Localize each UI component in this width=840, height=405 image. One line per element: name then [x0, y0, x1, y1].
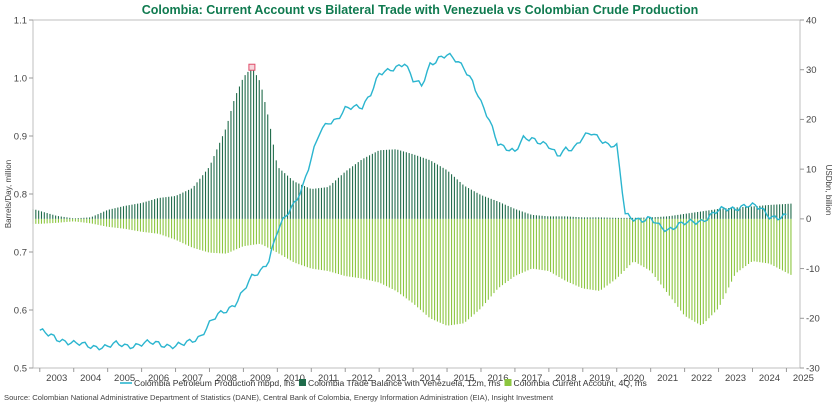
legend-swatch-box	[504, 379, 512, 386]
x-tick-label: 2022	[691, 373, 712, 384]
right-tick-label: -30	[806, 363, 820, 374]
x-tick-label: 2017	[521, 373, 542, 384]
right-tick-label: -10	[806, 264, 820, 275]
right-tick-label: 30	[806, 65, 817, 76]
left-tick-label: 0.9	[14, 131, 27, 142]
chart-title: Colombia: Current Account vs Bilateral T…	[142, 3, 699, 17]
x-tick-label: 2007	[182, 373, 203, 384]
x-tick-label: 2015	[453, 373, 474, 384]
legend-swatch-box	[298, 379, 306, 386]
left-tick-label: 0.8	[14, 189, 27, 200]
right-axis-title: USDbn, billion	[824, 165, 833, 216]
left-tick-label: 0.7	[14, 247, 27, 258]
left-axis-title: Barrels/Day, million	[4, 160, 13, 228]
production-line-layer	[39, 52, 787, 351]
x-tick-label: 2019	[589, 373, 610, 384]
legend: Colombia Petroleum Production mbpd, lhs C…	[120, 378, 647, 388]
x-tick-label: 2023	[725, 373, 746, 384]
right-tick-label: 20	[806, 115, 817, 126]
legend-label: Colombia Trade Balance with Venezuela, 1…	[308, 378, 501, 388]
right-tick-label: -20	[806, 314, 820, 325]
right-tick-label: 0	[806, 214, 811, 225]
x-tick-label: 2018	[555, 373, 576, 384]
source-note: Source: Colombian National Administrativ…	[4, 393, 554, 402]
left-tick-label: 0.5	[14, 363, 27, 374]
legend-label: Colombia Petroleum Production mbpd, lhs	[134, 378, 295, 388]
x-tick-label: 2012	[352, 373, 373, 384]
x-tick-label: 2020	[623, 373, 644, 384]
peak-marker	[248, 63, 256, 71]
left-tick-label: 1.1	[14, 15, 27, 26]
x-tick-label: 2010	[284, 373, 305, 384]
plot-frame	[32, 19, 801, 369]
axes: 0.5 0.6 0.7 0.8 0.9 1.0 1.1 -30 -20 -10 0 10 20 30 40 2…	[4, 15, 833, 384]
x-tick-label: 2003	[46, 373, 67, 384]
x-tick-label: 2008	[216, 373, 237, 384]
x-tick-label: 2004	[80, 373, 101, 384]
x-tick-label: 2006	[148, 373, 169, 384]
right-tick-label: 40	[806, 15, 817, 26]
trade-balance-bars	[32, 68, 792, 219]
x-tick-label: 2009	[250, 373, 271, 384]
x-tick-label: 2021	[657, 373, 678, 384]
x-tick-label: 2014	[420, 373, 441, 384]
x-tick-label: 2024	[759, 373, 780, 384]
x-tick-label: 2013	[386, 373, 407, 384]
x-tick-label: 2016	[487, 373, 508, 384]
production-line	[39, 52, 787, 351]
legend-label: Colombia Current Account, 4Q, rhs	[514, 378, 647, 388]
x-tick-label: 2005	[114, 373, 135, 384]
left-tick-label: 1.0	[14, 73, 27, 84]
x-tick-label: 2025	[793, 373, 814, 384]
right-tick-label: 10	[806, 164, 817, 175]
current-account-bars	[32, 218, 792, 326]
marker-layer	[248, 63, 256, 71]
x-tick-label: 2011	[318, 373, 338, 384]
left-tick-label: 0.6	[14, 305, 27, 316]
